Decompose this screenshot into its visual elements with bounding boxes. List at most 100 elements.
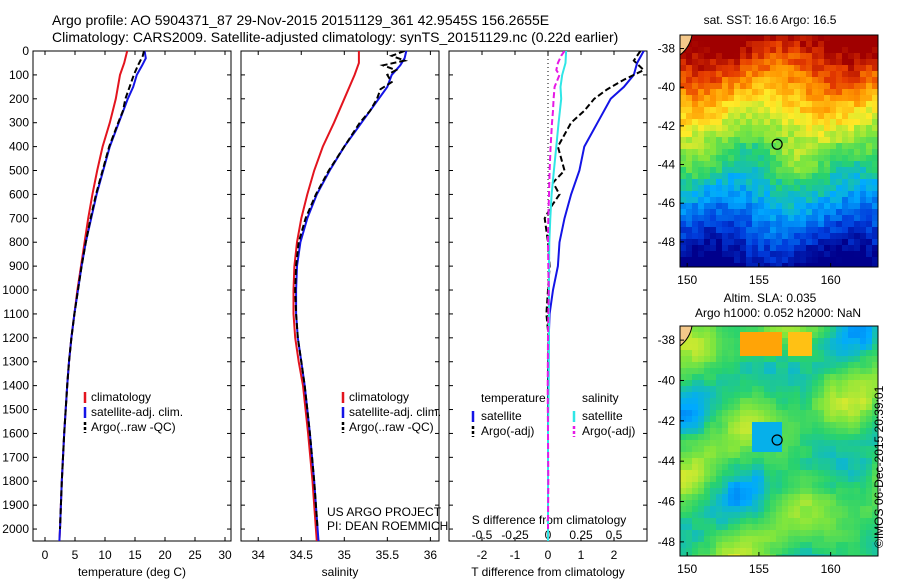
map-cell [854,500,860,506]
map-cell [824,221,830,227]
map-cell [752,380,758,386]
map-cell [806,197,812,203]
map-cell [860,257,866,263]
map-cell [866,362,872,368]
map-cell [866,374,872,380]
map-cell [872,161,878,167]
map-cell [740,392,746,398]
map-cell [800,209,806,215]
map-cell [740,452,746,458]
map-cell [746,392,752,398]
map-cell [812,404,818,410]
map-cell [680,167,686,173]
map-cell [866,380,872,386]
map-cell [698,71,704,77]
map-cell [728,536,734,542]
map-cell [680,83,686,89]
map-cell [770,356,776,362]
map-cell [806,65,812,71]
map-cell [746,101,752,107]
map-cell [686,191,692,197]
map-cell [836,251,842,257]
map-cell [824,83,830,89]
map-cell [752,428,758,434]
map-cell [824,215,830,221]
map-cell [788,83,794,89]
map-cell [716,101,722,107]
map-cell [854,482,860,488]
map-cell [866,77,872,83]
map-cell [746,215,752,221]
map-cell [722,143,728,149]
map-cell [704,209,710,215]
map-cell [818,191,824,197]
map-cell [854,416,860,422]
map-cell [692,398,698,404]
map-cell [704,215,710,221]
map-cell [740,506,746,512]
map-cell [764,71,770,77]
map-cell [836,35,842,41]
map-cell [746,404,752,410]
sst-field [680,35,878,267]
map-cell [842,368,848,374]
map-cell [686,155,692,161]
map-cell [848,203,854,209]
map-cell [680,113,686,119]
map-cell [866,524,872,530]
map-cell [860,89,866,95]
map-cell [740,476,746,482]
map-cell [794,35,800,41]
map-cell [698,422,704,428]
map-cell [716,542,722,548]
map-cell [854,35,860,41]
map-cell [818,398,824,404]
series-line-salinity-argo-adj- [546,51,566,530]
map-cell [794,173,800,179]
map-cell [758,119,764,125]
map-cell [866,392,872,398]
map-cell [680,374,686,380]
map-cell [770,362,776,368]
map-cell [872,89,878,95]
map-cell [746,185,752,191]
map-cell [692,536,698,542]
map-cell [866,53,872,59]
map-cell [740,197,746,203]
map-cell [776,251,782,257]
map-cell [692,452,698,458]
map-cell [728,398,734,404]
map-cell [734,47,740,53]
map-cell [866,506,872,512]
map-cell [788,410,794,416]
map-cell [842,422,848,428]
map-cell [812,500,818,506]
map-cell [728,65,734,71]
map-cell [698,197,704,203]
map-cell [776,392,782,398]
map-cell [800,554,806,556]
map-cell [794,512,800,518]
map-cell [740,143,746,149]
map-cell [698,173,704,179]
map-cell [830,422,836,428]
map-cell [818,59,824,65]
map-cell [770,368,776,374]
map-cell [734,251,740,257]
map-cell [680,173,686,179]
map-cell [776,89,782,95]
map-cell [800,233,806,239]
map-cell [782,125,788,131]
map-cell [746,494,752,500]
map-cell [692,179,698,185]
legend-entry: satellite [481,409,522,423]
map-cell [752,446,758,452]
map-cell [812,398,818,404]
map-cell [836,59,842,65]
map-cell [872,350,878,356]
map-cell [692,362,698,368]
map-cell [800,215,806,221]
map-cell [734,137,740,143]
map-cell [782,374,788,380]
